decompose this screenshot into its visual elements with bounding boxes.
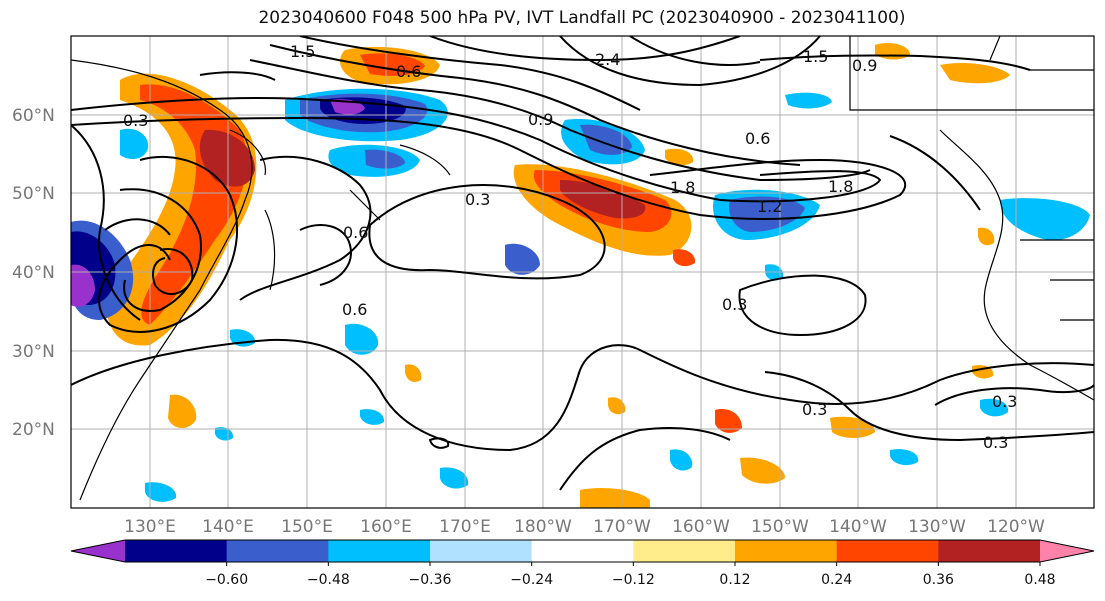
contour-label: 0.6 [342, 300, 367, 319]
contour-label: 1.5 [803, 47, 828, 66]
pv-positive-region [405, 364, 422, 383]
latitude-axis: 60°N 50°N 40°N 30°N 20°N [12, 106, 55, 440]
colorbar-bin [226, 540, 329, 562]
pv-positive-region [608, 397, 626, 415]
pv-positive-region [673, 249, 696, 267]
pv-negative-region [1000, 198, 1090, 241]
lon-label: 160°E [360, 517, 412, 537]
pv-positive-region [199, 129, 255, 187]
colorbar-tick-label: −0.48 [307, 572, 350, 588]
lon-label: 170°W [593, 517, 651, 537]
contour-label: 0.6 [396, 62, 421, 81]
lon-label: 170°E [439, 517, 491, 537]
contour-label: 0.9 [528, 110, 553, 129]
lon-label: 130°E [124, 517, 176, 537]
colorbar-extend-low [71, 540, 125, 562]
pv-positive-region [580, 488, 650, 508]
contour-label: 0.3 [802, 400, 827, 419]
colorbar-bin [430, 540, 533, 562]
lat-label: 40°N [12, 263, 55, 283]
contour-label: 0.6 [343, 223, 368, 242]
colorbar-extend-high [1040, 540, 1094, 562]
pv-negative-region [145, 482, 177, 502]
lon-label: 150°E [281, 517, 333, 537]
pv-negative-region [890, 449, 919, 466]
colorbar-bin [633, 540, 736, 562]
pv-negative-region [71, 264, 95, 307]
pv-negative-region [360, 409, 385, 425]
colorbar-bin [836, 540, 939, 562]
colorbar-bin [531, 540, 634, 562]
contour-label: 0.6 [745, 129, 770, 148]
pv-positive-region [560, 180, 646, 219]
contour-label: 1.2 [757, 197, 782, 216]
pv-positive-region [665, 148, 694, 166]
ivt-contours [71, 36, 1094, 491]
longitude-axis: 130°E 140°E 150°E 160°E 170°E 180°W 170°… [124, 517, 1045, 537]
colorbar-bin [328, 540, 431, 562]
pv-shading [71, 43, 1090, 508]
pv-positive-region [940, 63, 1010, 84]
lat-label: 60°N [12, 106, 55, 126]
pv-negative-region [345, 323, 379, 355]
contour-label: 0.3 [983, 433, 1008, 452]
lon-label: 140°E [202, 517, 254, 537]
contour-label: 0.3 [722, 295, 747, 314]
contour-label: 0.3 [123, 111, 148, 130]
colorbar-tick-label: −0.36 [409, 572, 452, 588]
contour-label: 0.3 [992, 392, 1017, 411]
colorbar-bin [125, 540, 228, 562]
pv-positive-region [830, 416, 875, 438]
contour-label: 0.3 [465, 190, 490, 209]
contour-label: 1.8 [670, 178, 695, 197]
lon-label: 130°W [908, 517, 966, 537]
colorbar-bin [735, 540, 838, 562]
contour-label: 1.8 [828, 177, 853, 196]
lat-label: 50°N [12, 184, 55, 204]
pv-positive-region [715, 409, 742, 433]
colorbar-tick-label: −0.60 [205, 572, 248, 588]
pv-negative-region [980, 398, 1009, 417]
contour-label: 1.5 [290, 42, 315, 61]
contour-label-group: 1.5 0.6 2.4 1.5 0.9 0.3 1.8 0.9 0.6 1.2 … [123, 42, 1017, 452]
contour-label: 0.9 [852, 56, 877, 75]
colorbar-tick-label: 0.36 [923, 572, 954, 588]
pv-negative-region [365, 149, 405, 169]
lon-label: 160°W [672, 517, 730, 537]
lat-label: 30°N [12, 342, 55, 362]
map-field: 1.5 0.6 2.4 1.5 0.9 0.3 1.8 0.9 0.6 1.2 … [71, 36, 1094, 508]
colorbar: −0.60 −0.48 −0.36 −0.24 −0.12 0.12 0.24 0.36 0.4… [70, 539, 1095, 588]
pv-negative-region [670, 449, 693, 471]
contour-label: 2.4 [595, 50, 620, 69]
pv-negative-region [215, 427, 234, 441]
colorbar-tick-label: −0.12 [612, 572, 655, 588]
pv-positive-region [168, 394, 197, 429]
colorbar-tick-label: 0.24 [821, 572, 852, 588]
colorbar-outline [70, 539, 1095, 563]
graticule [71, 36, 1094, 508]
pv-positive-region [360, 53, 425, 76]
lon-label: 120°W [987, 517, 1045, 537]
lon-label: 140°W [829, 517, 887, 537]
pv-positive-region [978, 227, 995, 246]
map-title: 2023040600 F048 500 hPa PV, IVT Landfall… [258, 8, 906, 28]
lon-label: 150°W [751, 517, 809, 537]
map-frame-border [70, 35, 1095, 509]
pv-negative-region [729, 196, 805, 232]
colorbar-tick-label: 0.12 [719, 572, 750, 588]
colorbar-bin [938, 540, 1041, 562]
pv-positive-region [740, 457, 785, 484]
lat-label: 20°N [12, 420, 55, 440]
pv-negative-region [785, 92, 832, 109]
lon-label: 180°W [514, 517, 572, 537]
pv-negative-region [120, 128, 149, 160]
colorbar-tick-label: −0.24 [510, 572, 553, 588]
pv-negative-region [440, 467, 469, 489]
pv-negative-region [505, 243, 540, 275]
colorbar-tick-label: 0.48 [1024, 572, 1055, 588]
